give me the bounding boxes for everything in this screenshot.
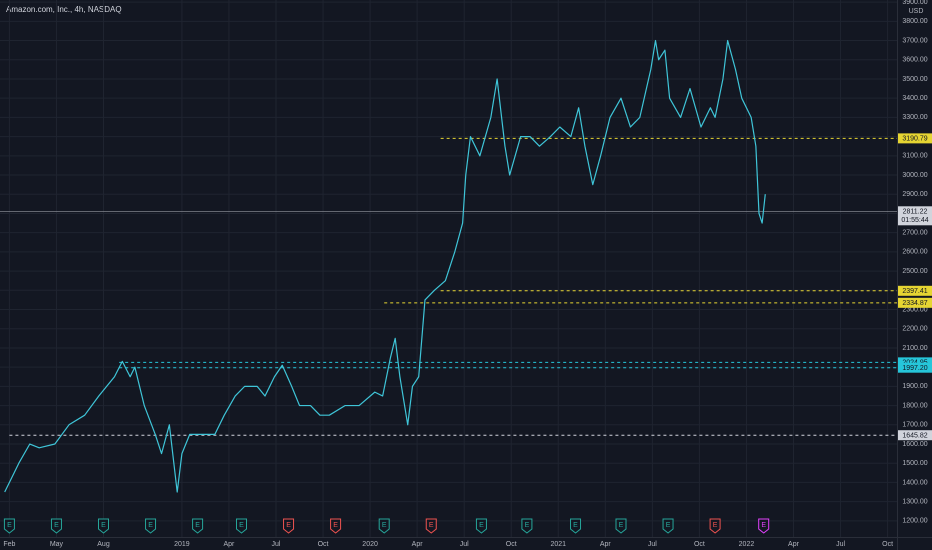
y-tick-label: 3600.00 — [902, 57, 927, 64]
x-tick-label: Oct — [506, 541, 517, 548]
y-tick-label: 3100.00 — [902, 153, 927, 160]
earnings-marker — [98, 518, 109, 534]
x-tick-label: Oct — [882, 541, 893, 548]
earnings-label: E — [573, 522, 578, 529]
level-label: 3190.79 — [902, 136, 927, 143]
y-tick-label: 1900.00 — [902, 383, 927, 390]
earnings-label: E — [239, 522, 244, 529]
earnings-label: E — [761, 522, 766, 529]
y-tick-label: 1800.00 — [902, 402, 927, 409]
level-label: 1645.82 — [902, 433, 927, 440]
earnings-marker — [570, 518, 582, 534]
y-tick-label: 1300.00 — [902, 498, 927, 505]
level-label-box — [898, 357, 932, 368]
countdown-label: 01:55:44 — [901, 217, 928, 224]
x-tick-label: Aug — [97, 541, 110, 548]
earnings-label: E — [666, 522, 671, 529]
y-tick-label: 3900.00 — [902, 0, 927, 6]
x-tick-label: May — [50, 541, 64, 548]
y-tick-label: 1400.00 — [902, 479, 927, 486]
y-tick-label: 1200.00 — [902, 518, 927, 525]
earnings-label: E — [333, 522, 338, 529]
y-tick-label: 3800.00 — [902, 18, 927, 25]
y-tick-label: 3300.00 — [902, 114, 927, 121]
x-tick-label: Apr — [600, 541, 612, 548]
level-label-box — [898, 297, 932, 308]
y-tick-label: 3700.00 — [902, 37, 927, 44]
level-label: 2334.87 — [902, 300, 927, 307]
earnings-label: E — [54, 522, 59, 529]
earnings-marker — [145, 518, 157, 534]
earnings-marker — [236, 518, 247, 534]
level-label-box — [898, 362, 932, 373]
x-tick-label: Jul — [836, 541, 845, 548]
x-tick-label: 2021 — [550, 541, 566, 548]
earnings-label: E — [429, 522, 434, 529]
y-tick-label: 2600.00 — [902, 249, 927, 256]
price-line — [4, 39, 766, 493]
earnings-label: E — [195, 522, 200, 529]
earnings-marker — [615, 518, 627, 534]
earnings-marker — [475, 518, 487, 534]
earnings-marker — [378, 518, 390, 534]
x-tick-label: 2019 — [174, 541, 190, 548]
y-tick-label: 2700.00 — [902, 230, 927, 237]
earnings-marker — [3, 518, 15, 534]
earnings-label: E — [7, 522, 12, 529]
x-tick-label: Apr — [224, 541, 236, 548]
earnings-marker — [283, 518, 295, 534]
earnings-marker — [521, 518, 533, 534]
x-tick-label: Oct — [318, 541, 329, 548]
level-label-box — [898, 285, 932, 296]
earnings-label: E — [286, 522, 291, 529]
y-tick-label: 1700.00 — [902, 422, 927, 429]
x-tick-label: Apr — [788, 541, 800, 548]
level-label: 2397.41 — [902, 288, 927, 295]
earnings-marker — [50, 518, 62, 534]
x-tick-label: Jul — [460, 541, 469, 548]
x-tick-label: Jul — [648, 541, 657, 548]
chart-title: Amazon.com, Inc., 4h, NASDAQ — [6, 5, 122, 14]
earnings-label: E — [619, 522, 624, 529]
y-tick-label: 2500.00 — [902, 268, 927, 275]
y-tick-label: 2300.00 — [902, 306, 927, 313]
x-tick-label: Oct — [694, 541, 705, 548]
y-tick-label: 2100.00 — [902, 345, 927, 352]
earnings-marker — [709, 518, 721, 534]
earnings-marker — [425, 518, 437, 534]
level-label-box — [898, 430, 932, 441]
y-tick-label: 2900.00 — [902, 191, 927, 198]
y-tick-label: 3400.00 — [902, 95, 927, 102]
earnings-marker — [662, 518, 674, 534]
earnings-label: E — [382, 522, 387, 529]
earnings-label: E — [148, 522, 153, 529]
earnings-label: E — [525, 522, 530, 529]
last-price-box — [898, 206, 932, 226]
x-tick-label: Feb — [3, 541, 15, 548]
earnings-marker — [758, 518, 770, 534]
x-tick-label: Jul — [272, 541, 281, 548]
earnings-marker — [330, 518, 342, 534]
x-tick-label: 2022 — [739, 541, 755, 548]
currency-label: USD — [909, 8, 924, 15]
y-tick-label: 1600.00 — [902, 441, 927, 448]
y-tick-label: 3000.00 — [902, 172, 927, 179]
x-tick-label: 2020 — [362, 541, 378, 548]
y-tick-label: 1500.00 — [902, 460, 927, 467]
level-label: 1997.20 — [902, 365, 927, 372]
earnings-marker — [192, 518, 204, 534]
last-price-label: 2811.22 — [903, 209, 928, 216]
y-tick-label: 3500.00 — [902, 76, 927, 83]
earnings-label: E — [713, 522, 718, 529]
x-tick-label: Apr — [412, 541, 424, 548]
level-label-box — [898, 133, 932, 144]
earnings-label: E — [479, 522, 484, 529]
earnings-label: E — [101, 522, 106, 529]
y-tick-label: 2200.00 — [902, 326, 927, 333]
